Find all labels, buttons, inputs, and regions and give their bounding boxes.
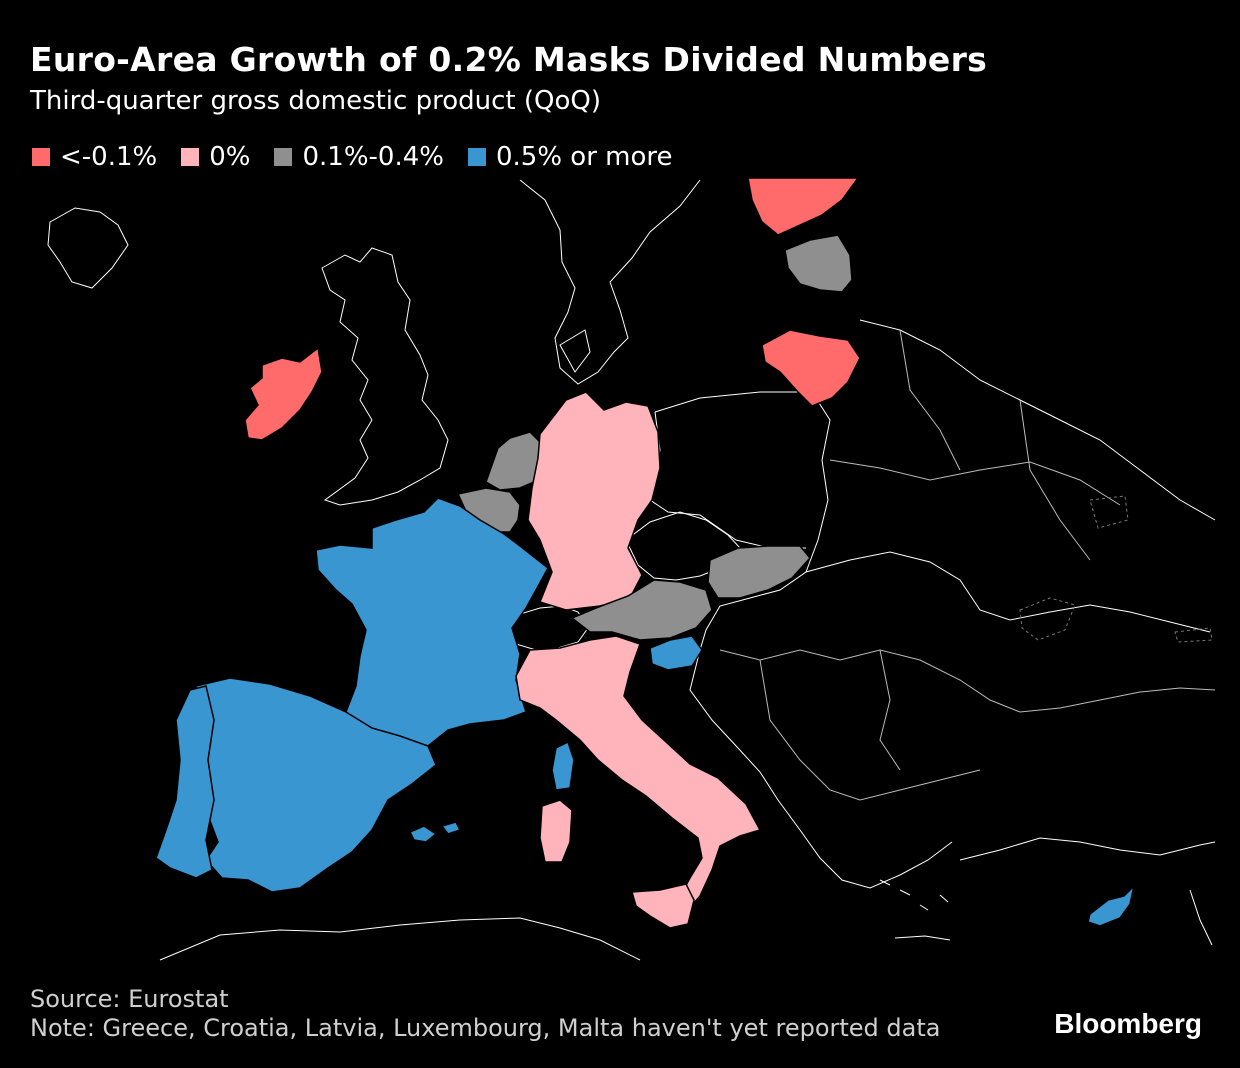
country-ireland bbox=[244, 346, 323, 441]
turkey-outline bbox=[959, 837, 1216, 946]
legend-item-high: 0.5% or more bbox=[467, 142, 673, 172]
legend-item-zero: 0% bbox=[181, 142, 250, 172]
north-africa-outline bbox=[159, 917, 641, 961]
scandinavia-outline bbox=[519, 179, 701, 385]
country-italy bbox=[515, 635, 762, 912]
legend-item-low: 0.1%-0.4% bbox=[274, 142, 444, 172]
legend-swatch-low bbox=[274, 148, 293, 166]
country-portugal bbox=[155, 685, 215, 879]
country-slovenia bbox=[649, 635, 703, 671]
country-finland bbox=[747, 177, 860, 236]
uk-outline bbox=[321, 247, 449, 506]
europe-map bbox=[47, 177, 1216, 961]
eastern-europe-outline bbox=[654, 319, 1216, 651]
legend-label-low: 0.1%-0.4% bbox=[302, 142, 444, 172]
country-france bbox=[315, 497, 549, 747]
legend: <-0.1% 0% 0.1%-0.4% 0.5% or more bbox=[32, 142, 673, 172]
country-slovakia bbox=[707, 545, 811, 599]
legend-swatch-negative bbox=[32, 148, 50, 166]
legend-label-zero: 0% bbox=[209, 142, 251, 172]
source-text: Source: Eurostat bbox=[30, 985, 229, 1013]
legend-label-high: 0.5% or more bbox=[495, 142, 673, 172]
country-austria bbox=[570, 579, 713, 641]
crimea-hatch bbox=[1019, 495, 1213, 643]
country-balearics bbox=[408, 821, 462, 843]
country-estonia bbox=[784, 234, 853, 293]
country-lithuania bbox=[761, 329, 861, 407]
legend-swatch-high bbox=[467, 148, 486, 166]
country-corsica bbox=[551, 740, 575, 791]
greek-islands-outline bbox=[879, 879, 951, 941]
chart-title: Euro-Area Growth of 0.2% Masks Divided N… bbox=[30, 40, 988, 79]
bloomberg-logo: Bloomberg bbox=[1054, 1008, 1202, 1039]
chart-subtitle: Third-quarter gross domestic product (Qo… bbox=[30, 86, 601, 116]
country-sicily bbox=[631, 883, 695, 929]
legend-item-negative: <-0.1% bbox=[32, 142, 157, 172]
legend-swatch-zero bbox=[181, 148, 200, 166]
iceland-outline bbox=[47, 207, 129, 289]
note-text: Note: Greece, Croatia, Latvia, Luxembour… bbox=[30, 1014, 941, 1042]
poland-outline bbox=[649, 411, 806, 549]
balkans-outline bbox=[689, 649, 1216, 889]
legend-label-negative: <-0.1% bbox=[60, 142, 158, 172]
country-cyprus bbox=[1087, 883, 1136, 927]
country-germany bbox=[527, 391, 661, 611]
country-netherlands bbox=[485, 431, 541, 491]
country-sardinia bbox=[539, 799, 573, 863]
